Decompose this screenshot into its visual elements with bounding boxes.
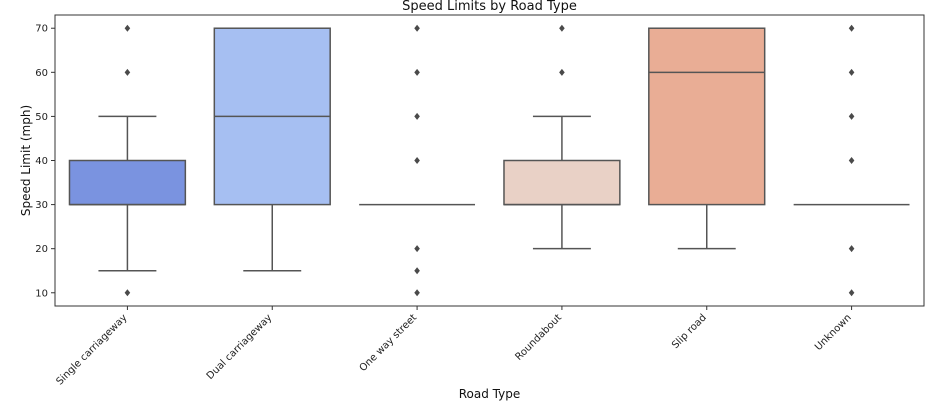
y-axis-label: Speed Limit (mph) [19, 105, 33, 216]
x-tick-label: Slip road [670, 312, 709, 351]
outlier-point [559, 68, 565, 76]
x-tick-label: Unknown [813, 312, 854, 353]
box-1 [68, 159, 187, 206]
box-5 [648, 27, 766, 206]
axes-frame [54, 14, 925, 307]
y-tick-label: 10 [35, 288, 48, 299]
outlier-point [848, 289, 855, 297]
box-4 [503, 159, 621, 206]
outlier-point [124, 289, 131, 297]
outlier-point [848, 112, 855, 120]
outlier-point [848, 24, 855, 32]
y-tick-label: 40 [35, 156, 48, 167]
x-tick-label: Dual carriageway [205, 312, 275, 382]
y-tick-label: 20 [35, 244, 48, 255]
x-tick-label: Single carriageway [54, 312, 129, 387]
outlier-point [414, 24, 420, 32]
y-tick-label: 60 [35, 68, 48, 79]
outlier-point [124, 24, 131, 32]
outlier-point [848, 157, 855, 164]
x-tick-label: One way street [358, 312, 420, 374]
outlier-point [414, 267, 420, 275]
outlier-point [414, 157, 420, 164]
plot-area: 10 20 30 40 50 60 70 Single carriageway Dual car… [35, 14, 925, 387]
outlier-point [414, 68, 420, 76]
outlier-point [559, 24, 565, 32]
outlier-point [848, 68, 855, 76]
outlier-point [848, 245, 855, 253]
outlier-point [414, 112, 420, 120]
y-tick-label: 70 [35, 24, 48, 35]
x-tick-label: Roundabout [513, 312, 564, 363]
outlier-point [414, 245, 420, 253]
y-tick-label: 30 [35, 200, 48, 211]
chart-title: Speed Limits by Road Type [402, 0, 577, 14]
y-tick-label: 50 [35, 112, 48, 123]
x-axis-label: Road Type [459, 387, 521, 401]
outlier-point [414, 289, 420, 297]
outlier-point [124, 68, 131, 76]
